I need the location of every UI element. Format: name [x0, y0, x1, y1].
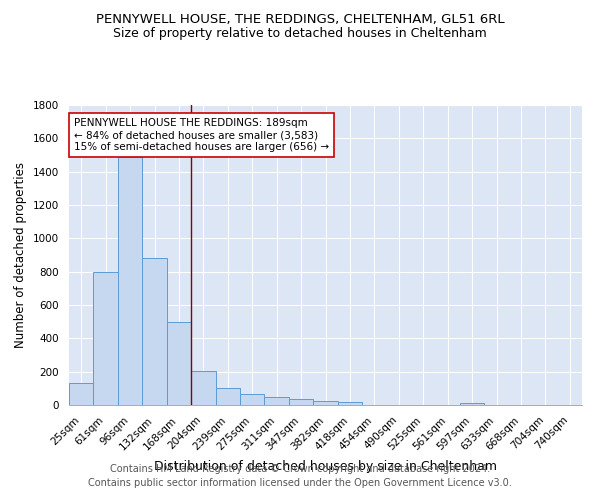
Y-axis label: Number of detached properties: Number of detached properties: [14, 162, 28, 348]
Text: Size of property relative to detached houses in Cheltenham: Size of property relative to detached ho…: [113, 28, 487, 40]
X-axis label: Distribution of detached houses by size in Cheltenham: Distribution of detached houses by size …: [154, 460, 497, 473]
Bar: [289, 399, 313, 405]
Text: PENNYWELL HOUSE, THE REDDINGS, CHELTENHAM, GL51 6RL: PENNYWELL HOUSE, THE REDDINGS, CHELTENHA…: [95, 12, 505, 26]
Bar: [69, 384, 94, 405]
Bar: [265, 397, 289, 405]
Bar: [94, 272, 118, 405]
Bar: [142, 258, 167, 405]
Bar: [167, 322, 191, 405]
Bar: [460, 403, 484, 405]
Bar: [313, 401, 338, 405]
Bar: [338, 402, 362, 405]
Bar: [118, 156, 142, 405]
Bar: [215, 388, 240, 405]
Text: PENNYWELL HOUSE THE REDDINGS: 189sqm
← 84% of detached houses are smaller (3,583: PENNYWELL HOUSE THE REDDINGS: 189sqm ← 8…: [74, 118, 329, 152]
Bar: [191, 371, 215, 405]
Text: Contains HM Land Registry data © Crown copyright and database right 2024.
Contai: Contains HM Land Registry data © Crown c…: [88, 464, 512, 487]
Bar: [240, 394, 265, 405]
